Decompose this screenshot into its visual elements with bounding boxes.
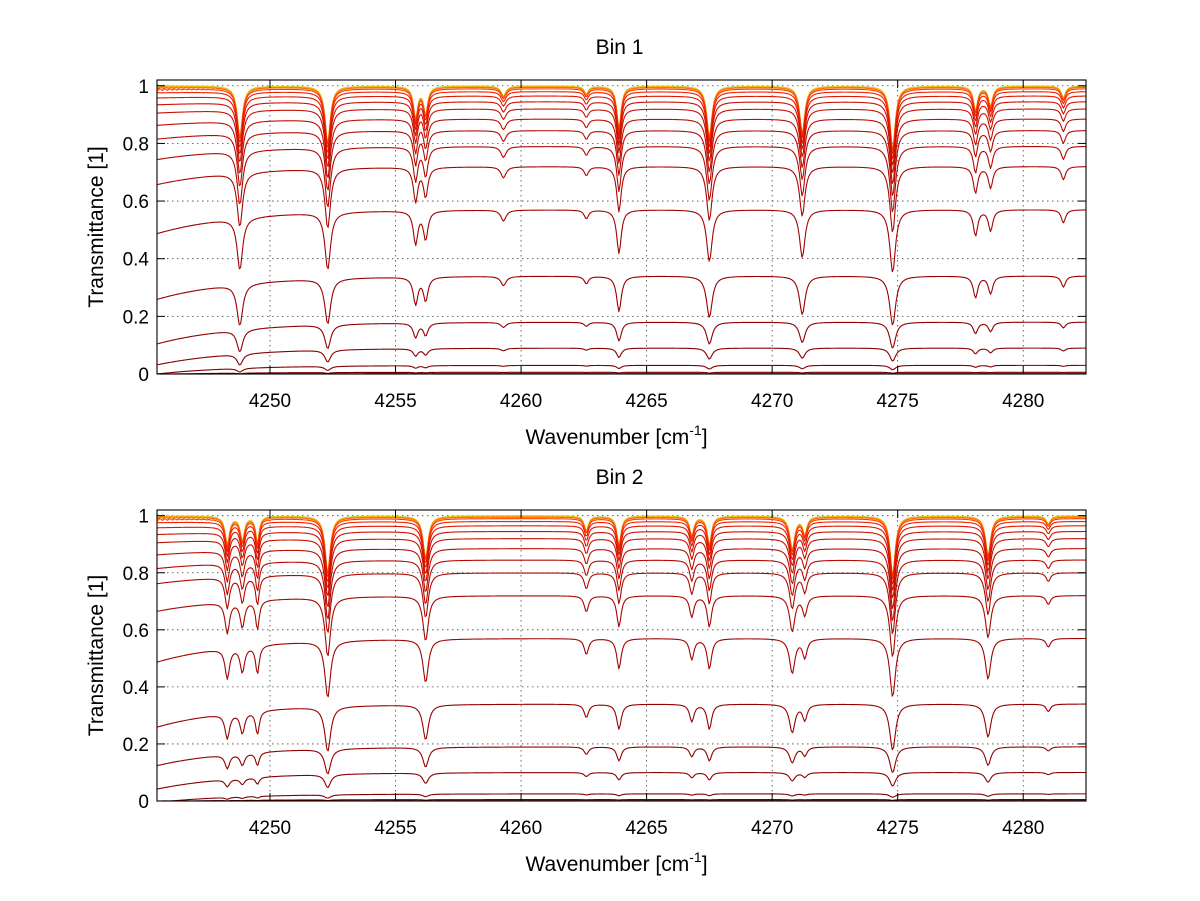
series-line bbox=[157, 637, 1086, 698]
x-axis-label-end: ] bbox=[702, 426, 708, 449]
x-tick-label: 4270 bbox=[751, 818, 793, 839]
chart-title: Bin 2 bbox=[596, 466, 644, 489]
series-line bbox=[157, 517, 1086, 577]
y-tick-label: 0.8 bbox=[123, 134, 149, 155]
y-tick-label: 0.6 bbox=[123, 192, 149, 213]
series-line bbox=[157, 799, 1086, 801]
x-tick-label: 4280 bbox=[1002, 391, 1044, 412]
series-line bbox=[157, 525, 1086, 585]
series-line bbox=[157, 771, 1086, 790]
x-tick-label: 4250 bbox=[249, 391, 291, 412]
series-line bbox=[157, 520, 1086, 580]
series-line bbox=[157, 108, 1086, 174]
series-line bbox=[157, 321, 1086, 352]
y-tick-label: 0.2 bbox=[123, 735, 149, 756]
series-line bbox=[157, 275, 1086, 326]
series-line bbox=[157, 118, 1086, 184]
series-group bbox=[157, 84, 1086, 374]
series-line bbox=[157, 364, 1086, 374]
y-tick-label: 0 bbox=[138, 792, 149, 813]
series-line bbox=[157, 595, 1086, 657]
series-line bbox=[157, 548, 1086, 609]
x-tick-label: 4270 bbox=[751, 391, 793, 412]
axes-frame bbox=[156, 79, 1087, 375]
series-line bbox=[157, 703, 1086, 752]
series-group bbox=[157, 514, 1086, 801]
y-tick-label: 0.2 bbox=[123, 307, 149, 328]
x-tick-label: 4265 bbox=[625, 818, 667, 839]
series-line bbox=[157, 130, 1086, 197]
subplot-bin-1: 4250 4255 4260 4265 4270 4275 4280 0 0.2 0.4 0.6 0.… bbox=[85, 36, 1087, 449]
x-tick-label: 4250 bbox=[249, 818, 291, 839]
y-tick-label: 0 bbox=[138, 365, 149, 386]
series-line bbox=[157, 91, 1086, 155]
series-line bbox=[157, 572, 1086, 635]
chart-title: Bin 1 bbox=[596, 36, 644, 59]
y-tick-label: 0.6 bbox=[123, 621, 149, 642]
series-line bbox=[157, 347, 1086, 366]
series-line bbox=[157, 95, 1086, 160]
series-line bbox=[157, 746, 1086, 775]
series-line bbox=[157, 538, 1086, 599]
y-tick-label: 1 bbox=[138, 507, 149, 528]
series-line bbox=[157, 530, 1086, 591]
x-tick-label: 4275 bbox=[877, 391, 919, 412]
x-axis-label: Wavenumber [cm-1] bbox=[525, 849, 707, 876]
x-axis-label: Wavenumber [cm-1] bbox=[525, 422, 707, 449]
series-line bbox=[157, 559, 1086, 621]
y-tick-label: 0.4 bbox=[123, 678, 150, 699]
series-line bbox=[157, 145, 1086, 213]
x-tick-label: 4265 bbox=[625, 391, 667, 412]
x-axis-label-main: Wavenumber [cm bbox=[525, 853, 689, 876]
x-tick-label: 4260 bbox=[500, 391, 542, 412]
y-tick-label: 0.4 bbox=[123, 250, 150, 271]
x-tick-label: 4275 bbox=[877, 818, 919, 839]
x-axis-label-superscript: -1 bbox=[689, 422, 702, 438]
series-line bbox=[157, 101, 1086, 166]
x-tick-label: 4260 bbox=[500, 818, 542, 839]
series-line bbox=[157, 209, 1086, 273]
y-tick-label: 1 bbox=[138, 77, 149, 98]
x-tick-label: 4280 bbox=[1002, 818, 1044, 839]
x-tick-label: 4255 bbox=[374, 391, 416, 412]
y-tick-label: 0.8 bbox=[123, 564, 149, 585]
x-axis-label-end: ] bbox=[702, 853, 708, 876]
x-axis-label-superscript: -1 bbox=[689, 849, 702, 865]
x-tick-label: 4255 bbox=[374, 818, 416, 839]
x-axis-label-main: Wavenumber [cm bbox=[525, 426, 689, 449]
y-axis-label: Transmittance [1] bbox=[85, 146, 108, 307]
subplot-bin-2: 4250 4255 4260 4265 4270 4275 4280 0 0.2 0.4 0.6 0.… bbox=[85, 466, 1087, 876]
series-line bbox=[157, 793, 1086, 801]
series-line bbox=[157, 166, 1086, 233]
axes-frame bbox=[156, 509, 1087, 802]
series-line bbox=[157, 371, 1086, 374]
y-axis-label: Transmittance [1] bbox=[85, 575, 108, 736]
